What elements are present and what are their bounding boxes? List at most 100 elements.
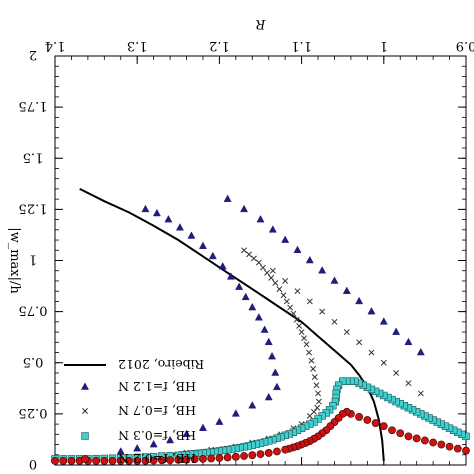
data-point xyxy=(280,292,287,299)
data-point xyxy=(241,247,248,254)
data-point xyxy=(254,313,263,321)
data-point xyxy=(164,214,173,223)
data-point xyxy=(215,417,224,425)
series-4 xyxy=(51,407,470,465)
data-point xyxy=(330,276,339,284)
cross-stroke xyxy=(296,322,303,329)
cross-stroke xyxy=(294,288,301,295)
data-point xyxy=(116,447,125,455)
data-point xyxy=(149,439,158,448)
data-point xyxy=(157,456,166,465)
data-point xyxy=(315,390,321,397)
data-point xyxy=(404,432,413,441)
data-point xyxy=(393,370,400,376)
y-tick-label: 1.75 xyxy=(19,98,48,113)
data-point xyxy=(256,214,265,223)
cross-stroke xyxy=(356,339,363,346)
data-point xyxy=(116,457,125,465)
series-3 xyxy=(51,377,470,463)
data-point xyxy=(388,426,396,435)
tick-labels: 0.9 1 1.1 1.2 1.3 1.4 0 0.25 0.5 0.75 1 1.25 1.5 1.75… xyxy=(19,38,474,471)
data-point xyxy=(182,429,191,438)
data-point xyxy=(420,436,429,445)
cross-stroke xyxy=(250,255,257,262)
data-point xyxy=(235,282,244,290)
data-point xyxy=(308,357,315,364)
x-tick-label: 1.1 xyxy=(291,38,312,53)
data-point xyxy=(256,450,265,459)
data-point xyxy=(264,449,273,457)
data-point xyxy=(416,347,425,356)
data-point xyxy=(313,382,320,389)
data-point xyxy=(133,444,142,452)
data-point xyxy=(412,434,421,443)
data-point xyxy=(276,286,283,293)
data-point xyxy=(51,457,59,465)
data-point xyxy=(260,264,266,271)
data-point xyxy=(404,337,413,346)
data-point xyxy=(108,457,117,465)
data-point xyxy=(223,194,232,202)
data-point xyxy=(231,409,240,417)
data-point xyxy=(445,442,454,451)
x-tick-label: 1.3 xyxy=(127,38,148,53)
data-point xyxy=(268,274,275,281)
data-point xyxy=(342,286,351,294)
data-point xyxy=(215,454,224,462)
y-tick-label: 0.75 xyxy=(19,303,48,318)
data-point xyxy=(152,208,161,217)
data-point xyxy=(273,447,281,456)
data-point xyxy=(355,413,364,421)
data-point xyxy=(267,351,277,360)
data-point xyxy=(380,359,387,366)
data-point xyxy=(187,231,196,239)
cross-stroke xyxy=(260,264,266,271)
x-tick-label: 1.2 xyxy=(209,38,230,53)
data-point xyxy=(405,380,412,387)
cross-stroke xyxy=(287,304,294,311)
data-point xyxy=(379,422,388,431)
cross-stroke xyxy=(311,374,318,381)
data-point xyxy=(190,455,199,464)
axis-labels: R |w_max|/h xyxy=(7,16,266,294)
cross-stroke xyxy=(290,310,297,317)
data-point xyxy=(166,456,174,464)
data-point xyxy=(248,401,257,409)
cross-stroke xyxy=(405,380,412,387)
data-point xyxy=(198,241,207,249)
data-point xyxy=(241,292,250,301)
legend-label: Ribeiro, 2012 xyxy=(118,357,204,372)
data-point xyxy=(306,412,313,419)
y-tick-label: 1.5 xyxy=(23,149,44,164)
cross-stroke xyxy=(380,359,387,366)
legend-marker xyxy=(80,382,90,390)
data-point xyxy=(282,277,289,284)
data-point xyxy=(294,288,301,295)
data-point xyxy=(198,423,207,431)
cross-stroke xyxy=(269,267,276,274)
data-point xyxy=(283,298,290,305)
data-point xyxy=(363,416,372,424)
cross-stroke xyxy=(255,259,262,266)
cross-stroke xyxy=(315,398,322,405)
x-tick-label: 0.9 xyxy=(456,38,474,53)
data-point xyxy=(417,390,424,397)
cross-stroke xyxy=(82,408,88,414)
x-tick-label: 1.4 xyxy=(45,38,66,53)
cross-stroke xyxy=(393,370,400,376)
data-point xyxy=(246,251,252,258)
data-point xyxy=(223,453,232,462)
cross-stroke xyxy=(268,274,275,281)
cross-stroke xyxy=(310,365,317,372)
cross-stroke xyxy=(306,349,312,356)
data-point xyxy=(174,455,183,464)
y-tick-label: 2 xyxy=(29,47,37,62)
series-line xyxy=(79,188,385,461)
data-point xyxy=(396,429,405,438)
y-tick-label: 0.25 xyxy=(19,405,48,420)
data-point xyxy=(318,266,327,274)
data-point xyxy=(240,204,249,213)
data-point xyxy=(264,337,273,346)
x-tick-label: 1 xyxy=(380,38,388,53)
data-point xyxy=(133,457,142,465)
